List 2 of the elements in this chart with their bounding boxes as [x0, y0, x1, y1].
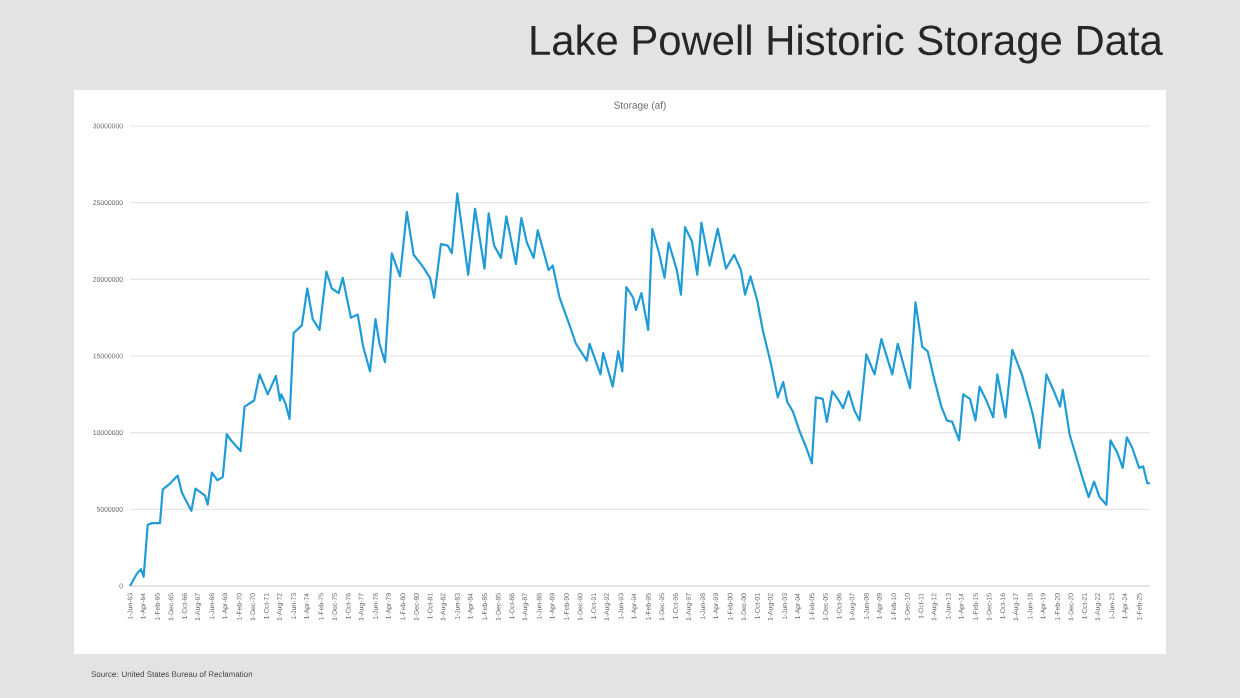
line-series — [128, 192, 1152, 588]
chart-title: Lake Powell Historic Storage Data — [531, 24, 1163, 64]
